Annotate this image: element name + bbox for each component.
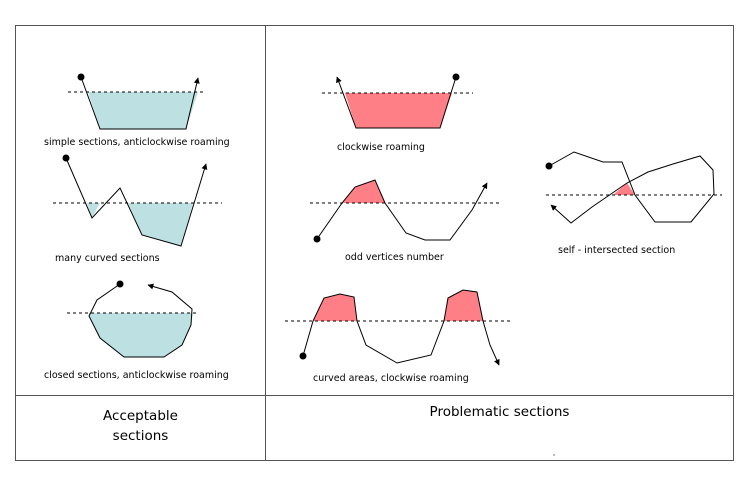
problematic-sections-caption: Problematic sections bbox=[429, 404, 570, 420]
label-odd-vertices: odd vertices number bbox=[345, 252, 444, 263]
label-clockwise-roaming: clockwise roaming bbox=[337, 142, 425, 153]
acceptable-caption-line-1: Acceptable bbox=[103, 408, 178, 424]
clockwise-section-figure bbox=[322, 73, 473, 129]
acceptable-caption-line-2: sections bbox=[112, 428, 169, 444]
label-closed-sections: closed sections, anticlockwise roaming bbox=[44, 370, 229, 381]
simple-section-path bbox=[80, 76, 200, 130]
many-curved-section-figure bbox=[53, 154, 222, 247]
closed-section-area bbox=[89, 313, 193, 357]
start-point bbox=[299, 352, 307, 360]
curved-areas-path bbox=[302, 289, 500, 366]
stray-dot bbox=[553, 454, 555, 456]
start-point bbox=[313, 235, 321, 243]
odd-vertices-section-figure bbox=[310, 179, 500, 243]
start-point bbox=[62, 154, 70, 162]
acceptable-sections-caption: Acceptable sections bbox=[16, 406, 265, 446]
odd-vertices-area bbox=[342, 180, 385, 203]
self-intersected-area bbox=[613, 183, 635, 195]
label-many-curved-sections: many curved sections bbox=[55, 253, 160, 264]
label-self-intersected: self - intersected section bbox=[558, 245, 676, 256]
closed-section-path bbox=[88, 283, 193, 358]
odd-vertices-path bbox=[316, 179, 488, 241]
curved-areas-section-figure bbox=[285, 289, 510, 366]
curved-area-left bbox=[313, 294, 357, 321]
clockwise-section-area bbox=[345, 93, 452, 128]
simple-section-figure bbox=[68, 73, 205, 130]
self-intersected-section-figure bbox=[545, 151, 722, 224]
curved-area-1 bbox=[87, 203, 100, 218]
start-point bbox=[452, 73, 460, 81]
simple-section-area bbox=[88, 92, 198, 129]
start-point bbox=[545, 162, 553, 170]
table-frame bbox=[15, 25, 734, 461]
start-point bbox=[77, 73, 85, 81]
closed-section-figure bbox=[67, 280, 198, 358]
label-simple-sections: simple sections, anticlockwise roaming bbox=[44, 137, 230, 148]
label-curved-areas: curved areas, clockwise roaming bbox=[313, 373, 469, 384]
clockwise-section-path bbox=[336, 76, 457, 129]
start-point bbox=[116, 280, 124, 288]
self-intersected-path bbox=[548, 151, 715, 224]
curved-area-right bbox=[444, 290, 483, 321]
many-curved-section-path bbox=[65, 157, 208, 247]
